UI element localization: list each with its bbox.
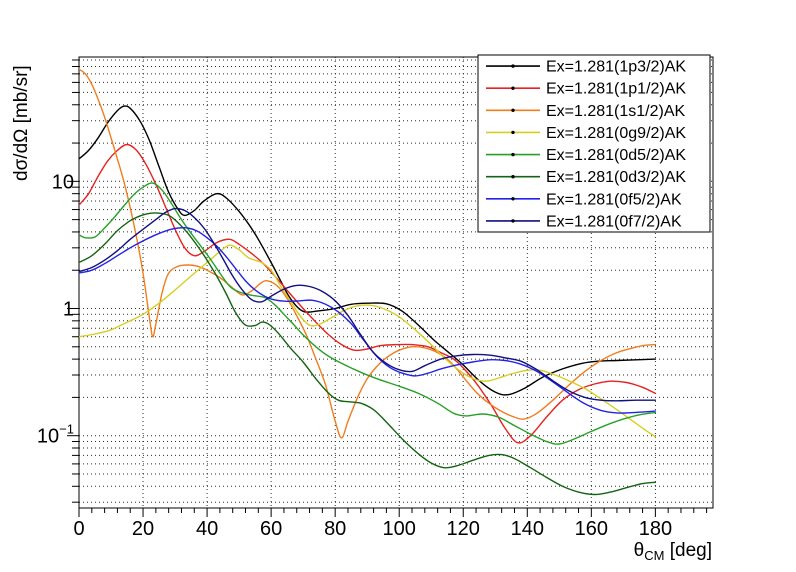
x-tick-label: 160 — [575, 518, 608, 540]
legend-label: Ex=1.281(0d5/2)AK — [546, 147, 686, 164]
legend-marker-dot — [511, 197, 515, 201]
x-tick-label: 180 — [639, 518, 672, 540]
curve-ex-1-281-0f5-2-ak — [79, 226, 657, 414]
y-tick-label: 10−1 — [37, 422, 74, 448]
legend-label: Ex=1.281(0d3/2)AK — [546, 169, 686, 186]
legend-marker-dot — [511, 175, 515, 179]
y-axis-title: dσ/dΩ [mb/sr] — [11, 65, 32, 181]
x-tick-label: 120 — [447, 518, 480, 540]
legend-label: Ex=1.281(0f5/2)AK — [546, 191, 682, 208]
legend: Ex=1.281(1p3/2)AK Ex=1.281(1p1/2)AK Ex=1.2… — [477, 54, 711, 233]
legend-marker-dot — [511, 108, 515, 113]
legend-label: Ex=1.281(1p1/2)AK — [546, 81, 686, 98]
legend-marker-dot — [511, 64, 515, 68]
curve-ex-1-281-0d5-2-ak — [79, 182, 657, 445]
x-tick-label: 20 — [132, 518, 154, 540]
x-tick-label: 100 — [383, 518, 416, 540]
axis-ticks: 0 20 40 60 80 100 120 140 160 180 10 1 10−1 — [37, 59, 708, 540]
legend-marker-dot — [511, 86, 515, 90]
legend-label: Ex=1.281(0g9/2)AK — [546, 125, 686, 142]
legend-label: Ex=1.281(0f7/2)AK — [546, 213, 682, 230]
legend-marker-dot — [511, 152, 515, 157]
legend-box — [477, 54, 711, 233]
x-axis-title: θCM [deg] — [634, 540, 712, 563]
data-curves — [79, 68, 657, 496]
legend-label: Ex=1.281(1s1/2)AK — [546, 103, 686, 120]
legend-marker-dot — [511, 219, 515, 223]
curve-ex-1-281-1p3-2-ak — [79, 105, 657, 396]
x-tick-label: 60 — [260, 518, 282, 540]
plot-frame — [78, 56, 714, 509]
curve-ex-1-281-1s1-2-ak — [79, 68, 657, 439]
x-tick-label: 140 — [511, 518, 544, 540]
curve-ex-1-281-0d3-2-ak — [79, 212, 657, 496]
y-tick-label: 10 — [52, 171, 74, 193]
x-tick-label: 0 — [73, 518, 84, 540]
x-tick-label: 80 — [324, 518, 346, 540]
legend-marker-dot — [511, 130, 515, 135]
x-tick-label: 40 — [196, 518, 218, 540]
curve-ex-1-281-0g9-2-ak — [79, 244, 657, 438]
legend-label: Ex=1.281(1p3/2)AK — [546, 59, 686, 76]
y-tick-label: 1 — [63, 299, 74, 321]
curve-ex-1-281-0f7-2-ak — [79, 207, 657, 402]
curve-ex-1-281-1p1-2-ak — [79, 143, 657, 444]
axis-labels: dσ/dΩ [mb/sr] θCM [deg] — [11, 65, 712, 563]
